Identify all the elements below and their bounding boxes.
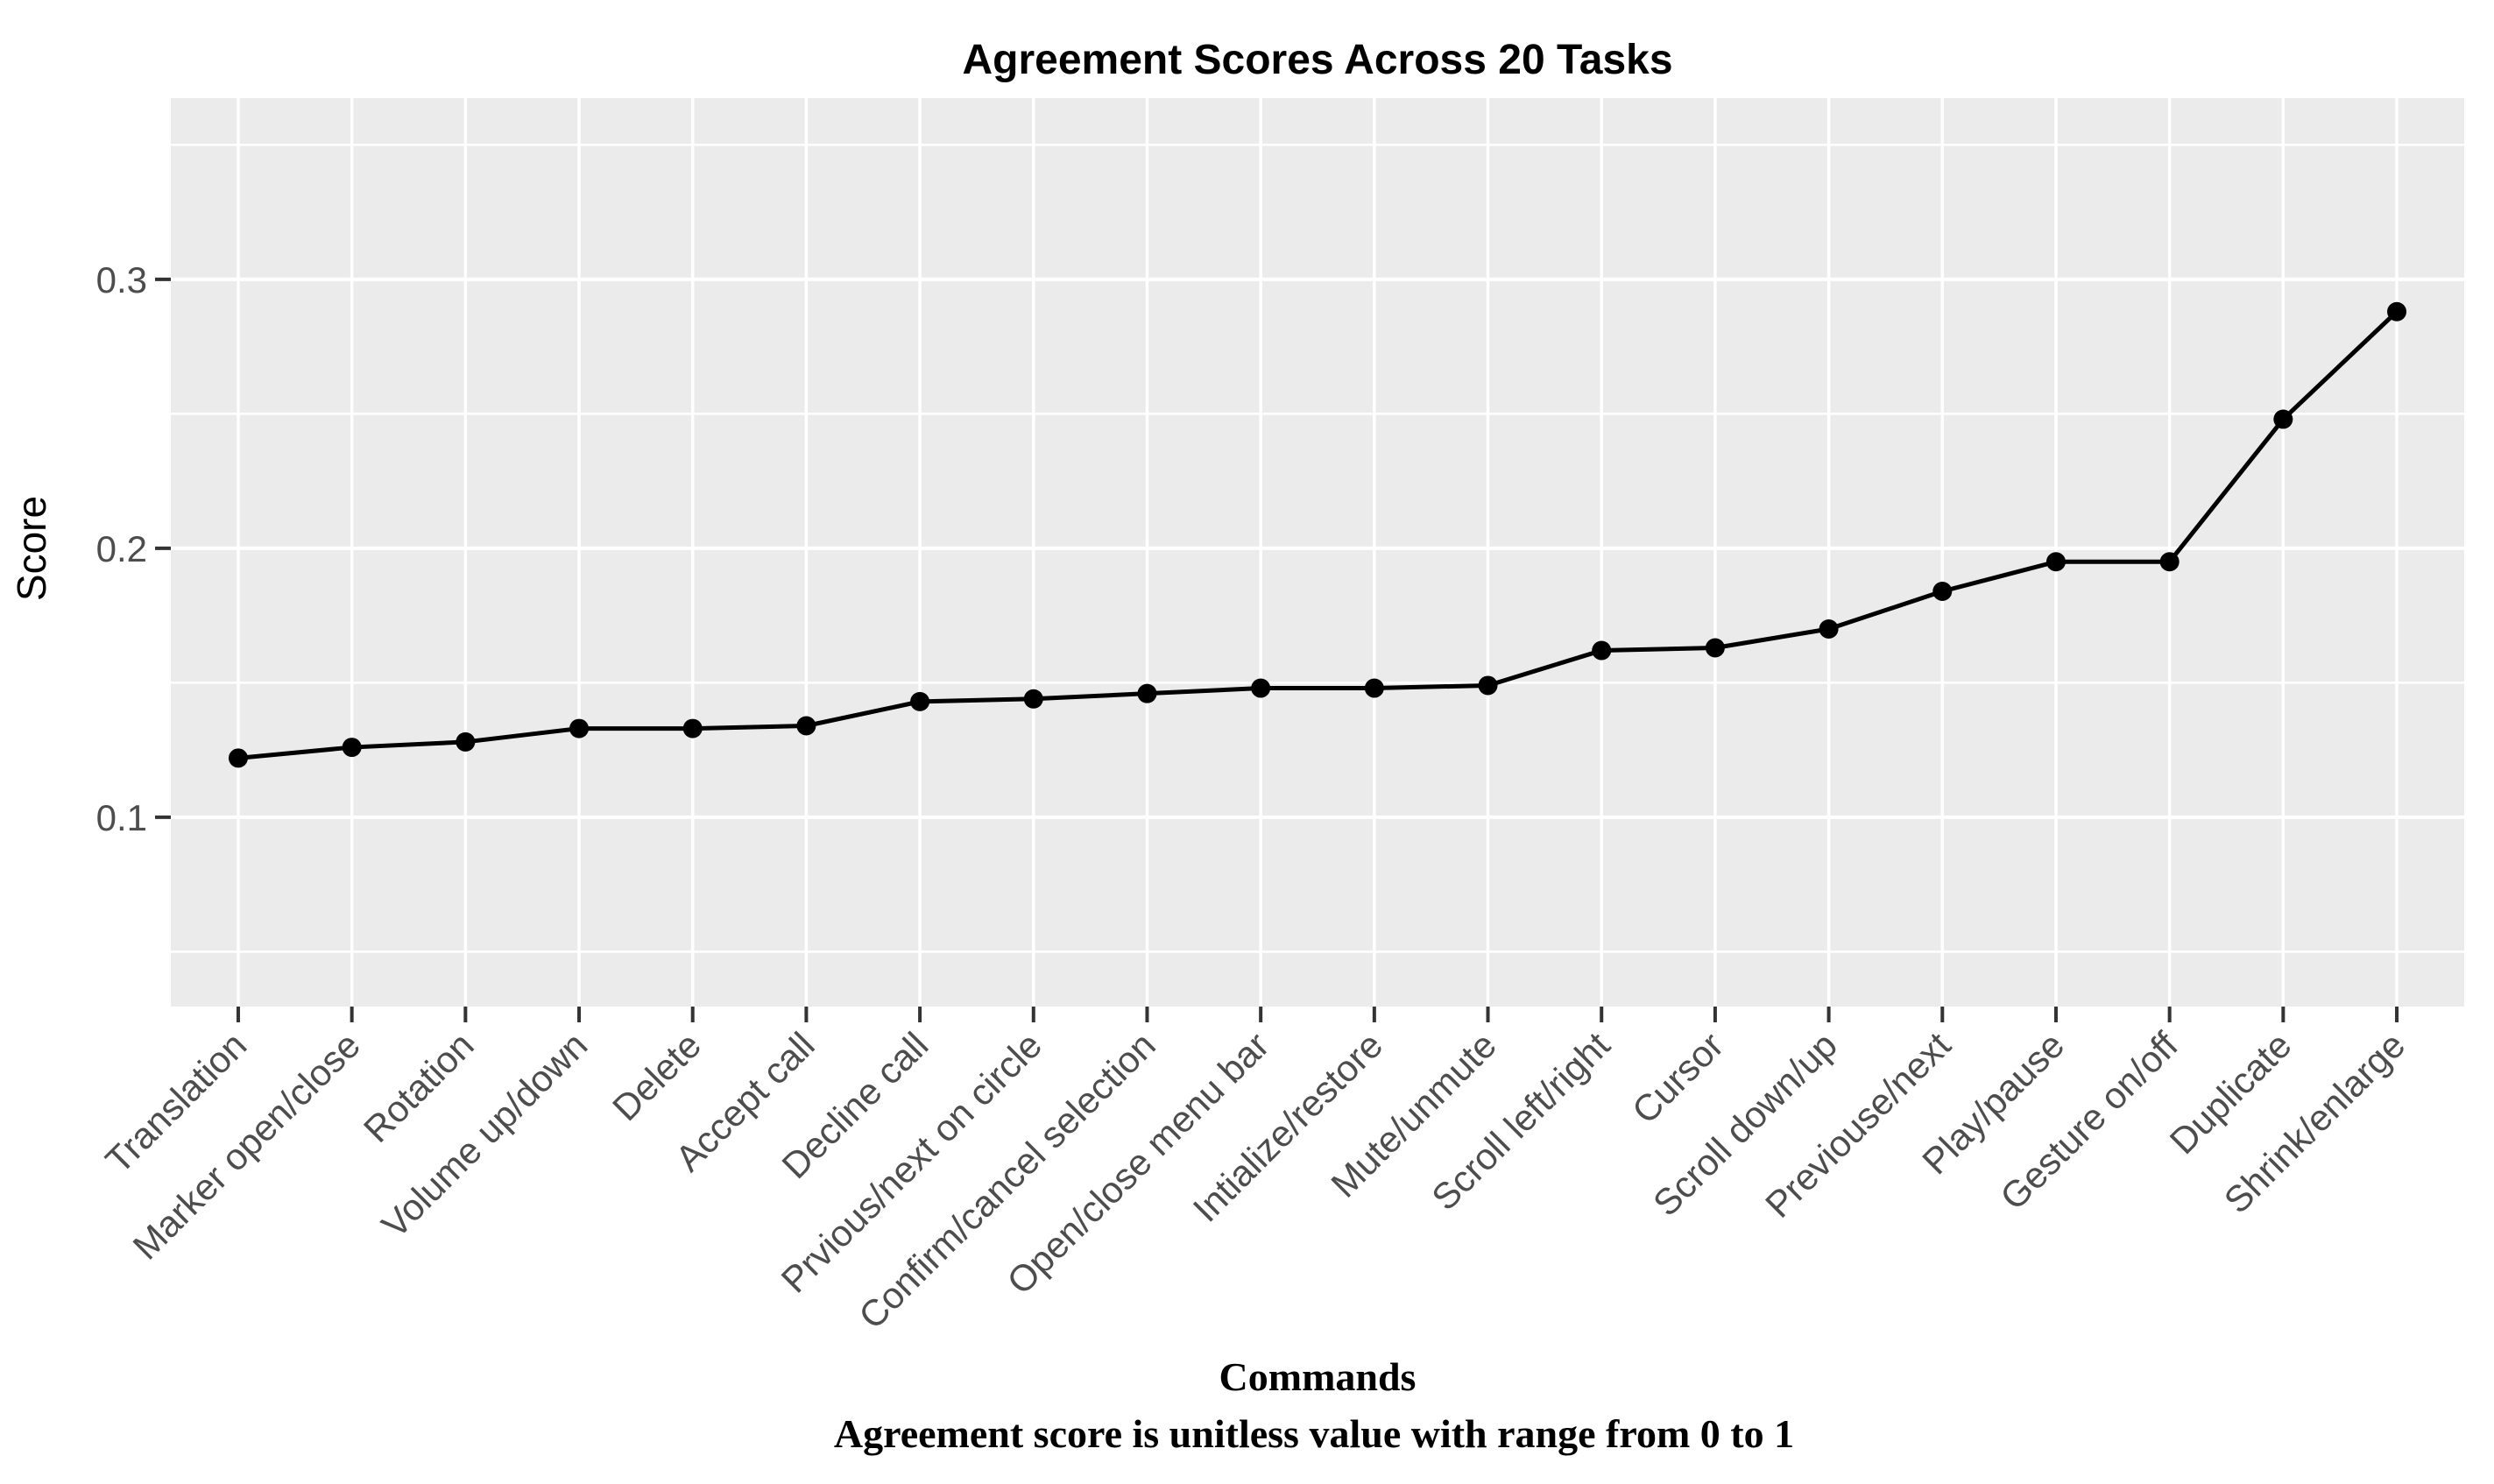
x-axis-title: Commands	[1219, 1354, 1417, 1399]
y-axis-tick-labels: 0.1 0.2 0.3	[96, 259, 147, 838]
y-tick-label: 0.3	[96, 259, 147, 300]
chart-caption: Agreement score is unitless value with r…	[834, 1411, 1794, 1456]
data-point	[2387, 301, 2407, 322]
y-axis-title: Score	[9, 496, 54, 601]
data-point	[2273, 409, 2293, 429]
series-line	[237, 309, 2399, 760]
axis-ticks	[155, 277, 2399, 1022]
data-point	[1932, 582, 1953, 602]
x-tick-label: Delete	[604, 1024, 709, 1128]
data-point	[1705, 638, 1725, 658]
data-point	[1251, 678, 1271, 698]
panel-background	[171, 98, 2464, 1007]
plot-panel	[171, 98, 2464, 1007]
chart-title: Agreement Scores Across 20 Tasks	[962, 37, 1672, 83]
x-tick-label: Cursor	[1624, 1024, 1731, 1131]
data-point	[1364, 678, 1384, 698]
data-point	[1023, 689, 1043, 709]
x-tick-label: Volume up/down	[374, 1024, 596, 1246]
data-point	[682, 718, 703, 738]
data-point	[456, 731, 476, 752]
data-point	[569, 718, 590, 738]
y-tick-label: 0.2	[96, 528, 147, 569]
data-point	[1478, 675, 1498, 696]
y-tick-label: 0.1	[96, 797, 147, 838]
data-point	[1819, 618, 1839, 639]
data-point	[228, 748, 248, 768]
data-point	[2159, 552, 2180, 572]
data-point	[910, 691, 930, 711]
data-point	[1592, 640, 1612, 661]
data-point	[1137, 683, 1157, 703]
data-point	[796, 716, 816, 736]
data-point	[2045, 552, 2066, 572]
data-point	[342, 738, 362, 758]
data-series	[228, 301, 2407, 768]
